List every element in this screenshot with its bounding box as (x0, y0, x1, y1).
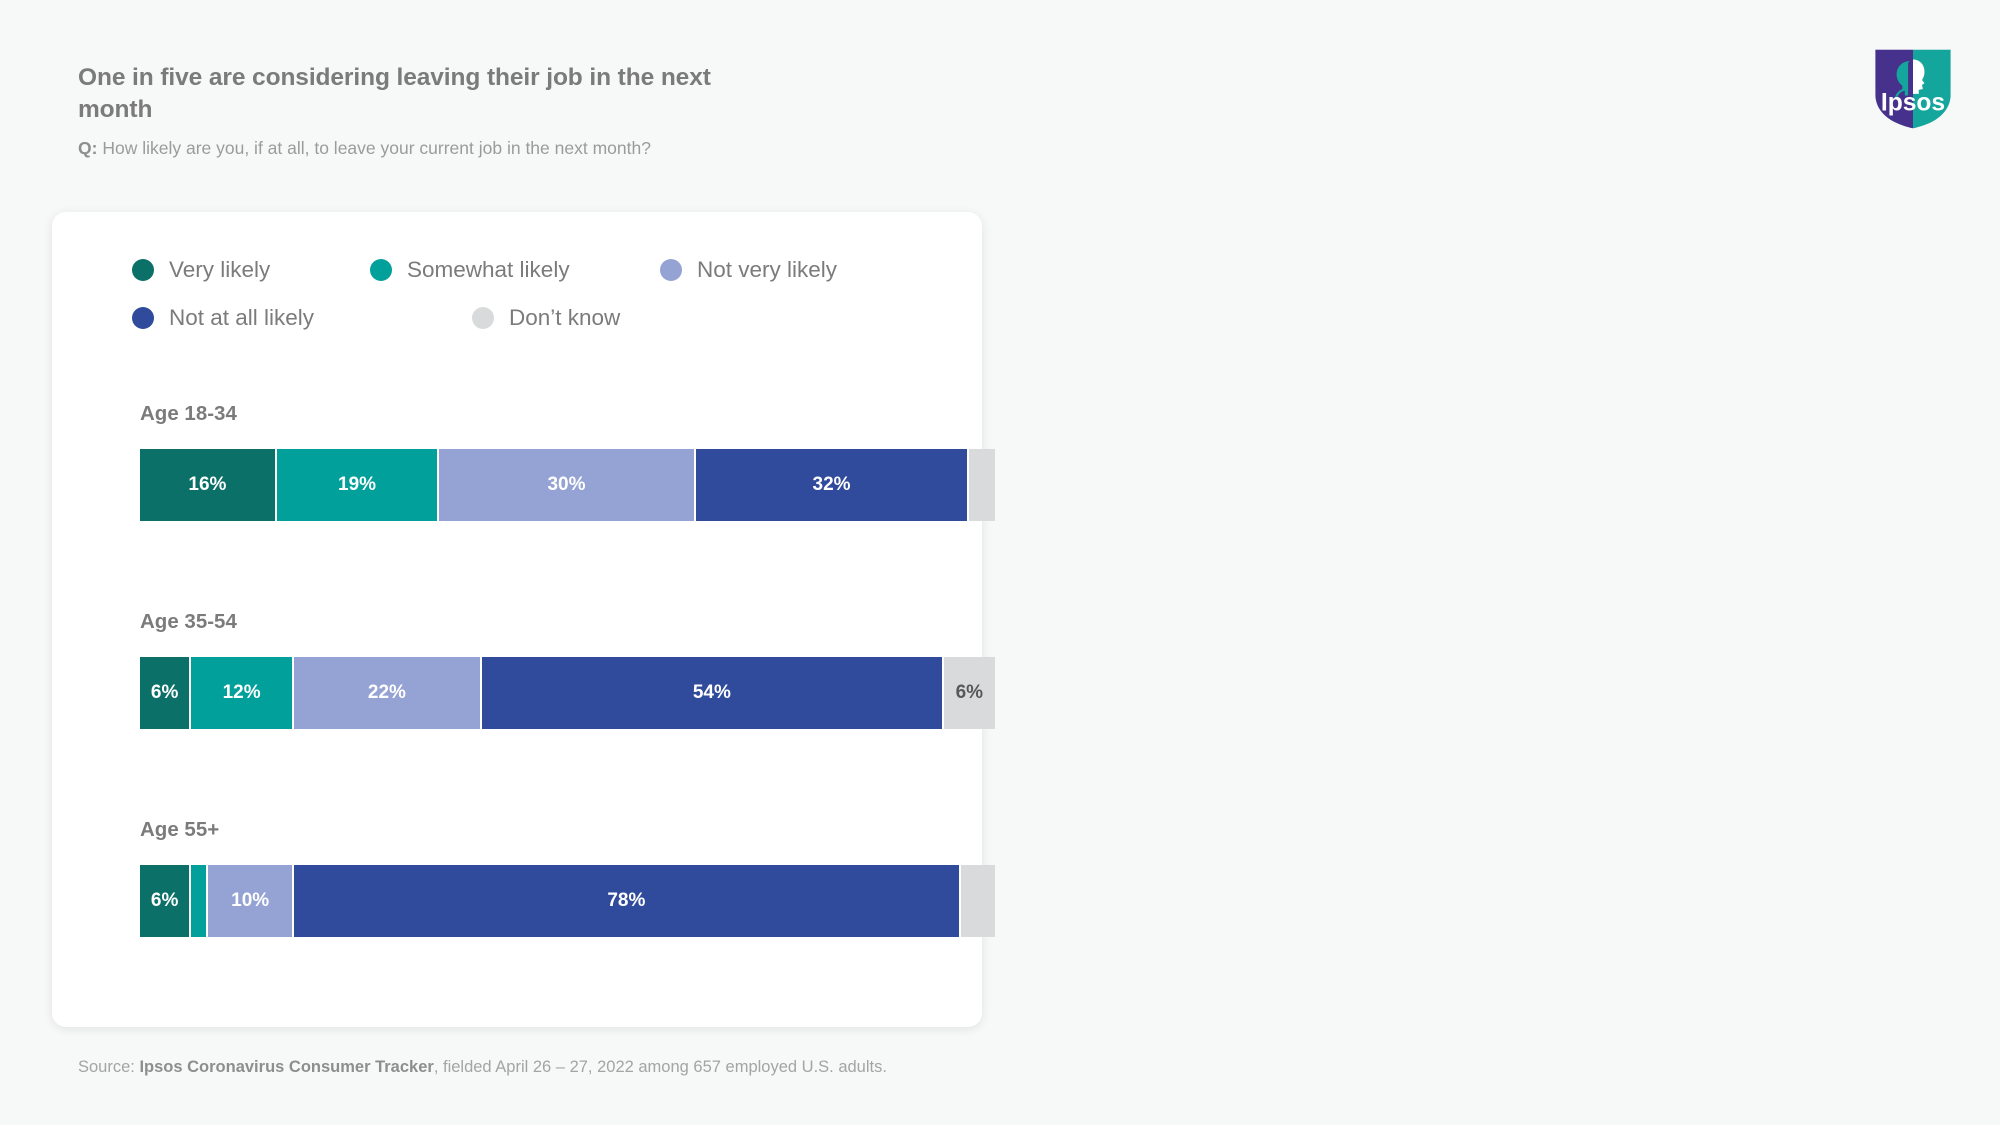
legend-label-not-at-all-likely: Not at all likely (169, 305, 315, 330)
legend-item-not-at-all-likely[interactable]: Not at all likely (132, 305, 412, 331)
legend-item-somewhat-likely[interactable]: Somewhat likely (370, 257, 660, 283)
bar-segment-somewhat-likely: 12% (191, 657, 294, 729)
logo-face-icon (1894, 61, 1910, 99)
legend-swatch-somewhat-likely (370, 259, 392, 281)
legend-swatch-not-at-all-likely (132, 307, 154, 329)
bar-segment-not-very-likely: 10% (208, 865, 294, 937)
left-chart-card: Very likely Somewhat likely Not very lik… (52, 212, 995, 1027)
stacked-bar-age-35-54: 6% 12% 22% 54% 6% (140, 657, 995, 729)
footer-prefix: Source: (78, 1058, 140, 1076)
legend-row-2: Not at all likely Don’t know (132, 305, 952, 331)
footer-source-name: Ipsos Coronavirus Consumer Tracker (139, 1058, 434, 1076)
left-panel-title: One in five are considering leaving thei… (78, 64, 711, 124)
bar-group-age-35-54: Age 35-54 6% 12% 22% 54% 6% (140, 610, 1000, 729)
bar-segment-not-very-likely: 30% (439, 449, 696, 521)
left-source-footnote: Source: Ipsos Coronavirus Consumer Track… (78, 1058, 887, 1077)
bar-segment-not-at-all-likely: 32% (695, 449, 970, 521)
bar-group-age-55-plus: Age 55+ 6% 10% 78% (140, 818, 1000, 937)
question-prefix: Q: (78, 137, 98, 158)
bar-segment-very-likely: 16% (140, 449, 277, 521)
logo-face-profile (1913, 59, 1925, 94)
right-panel: Just as many have had their incomes go d… (1000, 0, 2000, 1125)
bar-segment-very-likely: 6% (140, 865, 192, 937)
left-panel: One in five are considering leaving thei… (52, 62, 995, 1077)
legend-swatch-dont-know (472, 307, 494, 329)
bar-segment-don-t-know: 6% (943, 657, 995, 729)
bar-segment-not-at-all-likely: 54% (481, 657, 944, 729)
bar-group-label: Age 18-34 (140, 402, 237, 425)
legend-item-dont-know[interactable]: Don’t know (472, 305, 752, 331)
logo-wordmark: Ipsos (1881, 89, 1945, 116)
question-text: How likely are you, if at all, to leave … (102, 137, 651, 158)
left-panel-question: Q: How likely are you, if at all, to lea… (78, 137, 778, 160)
ipsos-logo: Ipsos (1872, 48, 1954, 130)
stacked-bar-age-55-plus: 6% 10% 78% (140, 865, 995, 937)
bar-chart-legend: Very likely Somewhat likely Not very lik… (132, 257, 952, 353)
legend-row-1: Very likely Somewhat likely Not very lik… (132, 257, 952, 283)
legend-swatch-not-very-likely (660, 259, 682, 281)
legend-item-not-very-likely[interactable]: Not very likely (660, 257, 940, 283)
stacked-bar-age-18-34: 16% 19% 30% 32% (140, 449, 995, 521)
ipsos-logo-svg: Ipsos (1875, 49, 1951, 129)
bar-group-label: Age 55+ (140, 818, 220, 841)
footer-details: , fielded April 26 – 27, 2022 among 657 … (433, 1058, 887, 1076)
bar-segment-don-t-know (969, 449, 995, 521)
bar-group-label: Age 35-54 (140, 610, 237, 633)
bar-segment-somewhat-likely (191, 865, 209, 937)
legend-label-dont-know: Don’t know (509, 305, 621, 330)
bar-segment-somewhat-likely: 19% (276, 449, 440, 521)
legend-label-very-likely: Very likely (169, 257, 271, 282)
legend-item-very-likely[interactable]: Very likely (132, 257, 370, 283)
left-panel-header: One in five are considering leaving thei… (78, 62, 778, 159)
bar-group-age-18-34: Age 18-34 16% 19% 30% 32% (140, 402, 1000, 521)
bar-segment-not-very-likely: 22% (293, 657, 482, 729)
legend-label-not-very-likely: Not very likely (697, 257, 838, 282)
bar-segment-very-likely: 6% (140, 657, 192, 729)
legend-label-somewhat-likely: Somewhat likely (407, 257, 570, 282)
bar-segment-don-t-know (960, 865, 995, 937)
bar-segment-not-at-all-likely: 78% (293, 865, 961, 937)
legend-swatch-very-likely (132, 259, 154, 281)
